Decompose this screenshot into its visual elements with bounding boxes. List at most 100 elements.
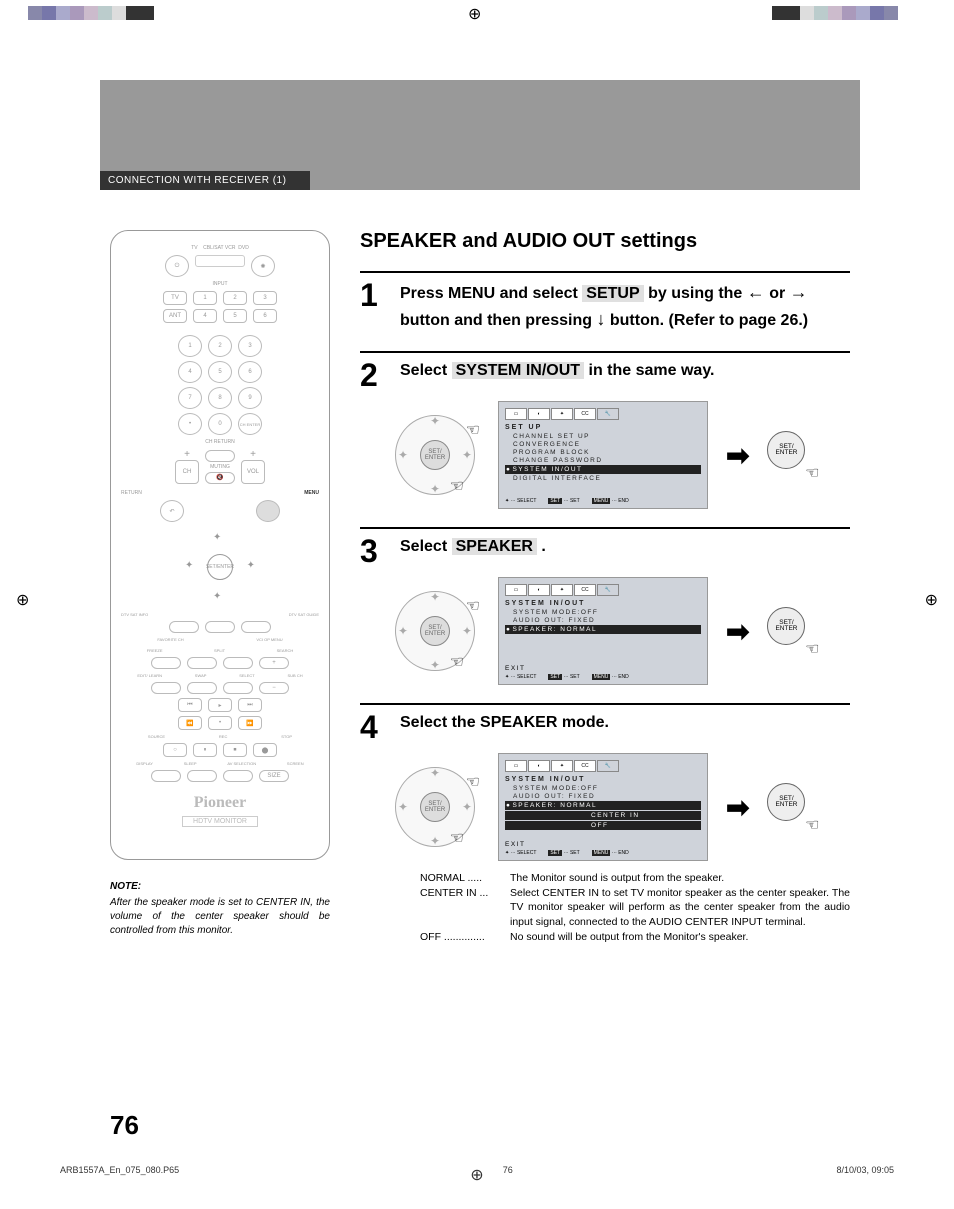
return-icon: ↶ bbox=[160, 500, 184, 522]
highlight-speaker: SPEAKER bbox=[452, 538, 537, 555]
remote-label: AV SELECTION bbox=[227, 761, 256, 766]
set-enter-button-illust: SET/ENTER ☜ bbox=[767, 607, 815, 655]
remote-button: ○ bbox=[163, 743, 187, 757]
osd-tab-cc: CC bbox=[574, 760, 596, 772]
remote-label: SELECT bbox=[239, 673, 255, 678]
header-band: CONNECTION WITH RECEIVER (1) bbox=[100, 80, 860, 190]
osd-hints: ✦ ··· SELECT SET ··· SET MENU ··· END bbox=[505, 674, 701, 680]
remote-label: SOURCE bbox=[148, 734, 165, 739]
mute-icon: 🔇 bbox=[205, 472, 235, 484]
osd-tab-wrench-icon: 🔧 bbox=[597, 760, 619, 772]
osd-title: SYSTEM IN/OUT bbox=[505, 776, 701, 783]
dpad-illustration: SET/ENTER ✦ ✦ ✦ ✦ ☜ ☜ bbox=[390, 762, 480, 852]
osd-line: SYSTEM MODE:OFF bbox=[505, 609, 701, 616]
hand-pointer-icon: ☜ bbox=[466, 420, 480, 440]
rewind-icon: ⏮ bbox=[178, 698, 202, 712]
dpad-illustration: SET/ENTER ✦ ✦ ✦ ✦ ☜ ☜ bbox=[390, 410, 480, 500]
osd-screen-system: ▭ ◐ ✦ CC 🔧 SYSTEM IN/OUT SYSTEM MODE:OFF… bbox=[498, 577, 708, 685]
step-text: Press MENU and select SETUP by using the… bbox=[400, 279, 850, 333]
osd-line: SYSTEM MODE:OFF bbox=[505, 785, 701, 792]
highlight-system-in-out: SYSTEM IN/OUT bbox=[452, 362, 584, 379]
hand-pointer-icon: ☜ bbox=[805, 639, 819, 659]
step-3: 3 Select SPEAKER . SET/ENTER ✦ ✦ ✦ ✦ ☜ ☜ bbox=[360, 527, 850, 685]
remote-label: STOP bbox=[281, 734, 292, 739]
remote-numpad: 3 bbox=[238, 335, 262, 357]
remote-button bbox=[223, 657, 253, 669]
osd-line-highlighted: ●SYSTEM IN/OUT bbox=[505, 465, 701, 474]
brand-logo: Pioneer bbox=[121, 794, 319, 812]
remote-label: FREEZE bbox=[147, 648, 163, 653]
osd-exit: EXIT bbox=[505, 665, 701, 672]
step-4: 4 Select the SPEAKER mode. SET/ENTER ✦ ✦… bbox=[360, 703, 850, 944]
osd-tab-icon: ✦ bbox=[551, 760, 573, 772]
remote-label: INPUT bbox=[121, 281, 319, 287]
remote-label: MENU bbox=[304, 490, 319, 496]
hand-pointer-icon: ☜ bbox=[805, 815, 819, 835]
hand-pointer-icon: ☜ bbox=[450, 652, 464, 672]
remote-button bbox=[151, 657, 181, 669]
osd-tab-icon: ▭ bbox=[505, 584, 527, 596]
remote-label: SCREEN bbox=[287, 761, 304, 766]
step-text: Select SPEAKER . bbox=[400, 535, 546, 567]
remote-button: VOL bbox=[241, 460, 265, 484]
osd-tab-wrench-icon: 🔧 bbox=[597, 408, 619, 420]
footer-info: ARB1557A_En_075_080.P65 76 ⊕ 8/10/03, 09… bbox=[60, 1165, 894, 1175]
remote-button: 1 bbox=[193, 291, 217, 305]
remote-label: CBL/SAT VCR bbox=[203, 245, 235, 251]
hand-pointer-icon: ☜ bbox=[450, 476, 464, 496]
highlight-setup: SETUP bbox=[582, 285, 643, 302]
left-column: TV CBL/SAT VCR DVD ⏻ ✺ INPUT TV 1 2 3 bbox=[110, 230, 330, 962]
desc-label: CENTER IN ... bbox=[420, 886, 510, 930]
remote-label: EDIT/ LEARN bbox=[137, 673, 162, 678]
remote-numpad: 8 bbox=[208, 387, 232, 409]
osd-line-highlighted: ●SPEAKER: NORMAL bbox=[505, 801, 701, 810]
remote-label: SEARCH bbox=[277, 648, 294, 653]
record-icon: ⬤ bbox=[253, 743, 277, 757]
page-content: CONNECTION WITH RECEIVER (1) TV CBL/SAT … bbox=[100, 80, 860, 962]
osd-title: SYSTEM IN/OUT bbox=[505, 600, 701, 607]
remote-dot-button: • bbox=[178, 413, 202, 435]
note-block: NOTE: After the speaker mode is set to C… bbox=[110, 880, 330, 938]
step-2: 2 Select SYSTEM IN/OUT in the same way. … bbox=[360, 351, 850, 509]
remote-button bbox=[187, 682, 217, 694]
osd-exit: EXIT bbox=[505, 841, 701, 848]
arrow-right-icon: ➡ bbox=[726, 439, 749, 472]
next-icon: ⏩ bbox=[238, 716, 262, 730]
osd-subline: OFF bbox=[505, 821, 701, 830]
remote-dpad: ✦ ✦ ✦ ✦ SET/ENTER bbox=[185, 532, 255, 602]
arrow-left-icon: ← bbox=[747, 282, 765, 302]
remote-button bbox=[187, 657, 217, 669]
remote-numpad: 4 bbox=[178, 361, 202, 383]
osd-tab-icon: ✦ bbox=[551, 584, 573, 596]
desc-text: Select CENTER IN to set TV monitor speak… bbox=[510, 886, 850, 930]
model-label: HDTV MONITOR bbox=[182, 816, 258, 827]
registration-mark-icon: ⊕ bbox=[470, 1165, 483, 1185]
step-text: Select SYSTEM IN/OUT in the same way. bbox=[400, 359, 714, 391]
registration-mark-icon: ⊕ bbox=[925, 590, 938, 610]
remote-button bbox=[151, 770, 181, 782]
remote-button: + bbox=[259, 657, 289, 669]
remote-button bbox=[223, 770, 253, 782]
osd-tab-cc: CC bbox=[574, 408, 596, 420]
step-1: 1 Press MENU and select SETUP by using t… bbox=[360, 271, 850, 333]
remote-numpad: 0 bbox=[208, 413, 232, 435]
osd-tab-wrench-icon: 🔧 bbox=[597, 584, 619, 596]
osd-hints: ✦ ··· SELECT SET ··· SET MENU ··· END bbox=[505, 850, 701, 856]
osd-screen-speaker: ▭ ◐ ✦ CC 🔧 SYSTEM IN/OUT SYSTEM MODE:OFF… bbox=[498, 753, 708, 861]
osd-line: AUDIO OUT: FIXED bbox=[505, 617, 701, 624]
remote-button: CH ENTER bbox=[238, 413, 262, 435]
color-bars-left bbox=[28, 6, 154, 25]
step-number: 4 bbox=[360, 711, 386, 743]
remote-button bbox=[187, 770, 217, 782]
slider bbox=[195, 255, 245, 267]
play-icon: ▸ bbox=[208, 698, 232, 712]
right-column: SPEAKER and AUDIO OUT settings 1 Press M… bbox=[360, 230, 850, 962]
light-icon: ✺ bbox=[251, 255, 275, 277]
hand-pointer-icon: ☜ bbox=[805, 463, 819, 483]
osd-line: CHANNEL SET UP bbox=[505, 433, 701, 440]
section-title: SPEAKER and AUDIO OUT settings bbox=[360, 230, 850, 253]
remote-button: 2 bbox=[223, 291, 247, 305]
remote-button bbox=[223, 682, 253, 694]
remote-label: RETURN bbox=[121, 490, 142, 496]
osd-subline: CENTER IN bbox=[505, 811, 701, 820]
